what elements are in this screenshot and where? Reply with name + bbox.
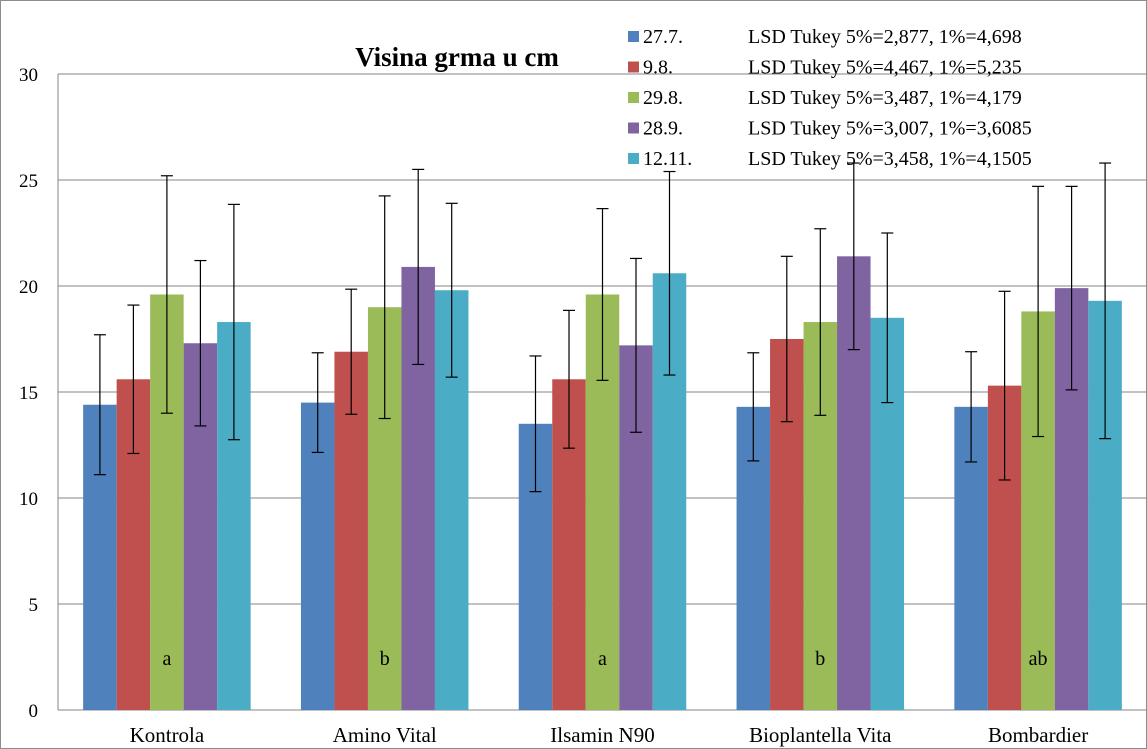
legend-label: 28.9. (643, 118, 683, 140)
x-tick-label: Bombardier (988, 723, 1088, 747)
legend: 27.7. LSD Tukey 5%=2,877, 1%=4,698 9.8. LSD… (628, 26, 1032, 170)
legend-swatch (628, 122, 639, 134)
group-annotation: ab (1029, 648, 1048, 670)
y-tick-label: 10 (19, 489, 38, 510)
y-tick-label: 0 (29, 701, 39, 722)
x-tick-label: Bioplantella Vita (749, 723, 892, 747)
group-annotation: a (162, 648, 171, 670)
x-tick-label: Amino Vital (333, 723, 437, 747)
legend-swatch (628, 92, 639, 103)
legend-lsd-text: LSD Tukey 5%=3,007, 1%=3,6085 (748, 118, 1032, 140)
group-annotations: a b a b ab (162, 648, 1047, 670)
error-bars (93, 162, 1112, 493)
legend-swatch (628, 153, 639, 164)
legend-lsd-text: LSD Tukey 5%=4,467, 1%=5,235 (748, 57, 1022, 79)
y-tick-label: 30 (19, 65, 38, 86)
y-tick-label: 5 (29, 595, 39, 616)
legend-label: 9.8. (643, 57, 673, 79)
group-annotation: b (815, 648, 825, 670)
x-tick-label: Kontrola (130, 723, 205, 747)
legend-label: 29.8. (643, 87, 683, 109)
x-tick-label: Ilsamin N90 (550, 723, 654, 747)
legend-label: 27.7. (643, 26, 683, 48)
group-annotation: a (598, 648, 607, 670)
y-tick-label: 25 (19, 171, 38, 192)
legend-label: 12.11. (643, 148, 692, 170)
bar (300, 402, 335, 710)
legend-lsd-text: LSD Tukey 5%=2,877, 1%=4,698 (748, 26, 1022, 48)
legend-swatch (628, 61, 639, 73)
y-tick-label: 15 (19, 383, 38, 404)
legend-lsd-text: LSD Tukey 5%=3,487, 1%=4,179 (748, 87, 1022, 109)
bars (83, 256, 1122, 710)
legend-swatch (628, 31, 639, 42)
legend-lsd-text: LSD Tukey 5%=3,458, 1%=4,1505 (748, 148, 1032, 170)
group-annotation: b (380, 648, 390, 670)
chart-title: Visina grma u cm (355, 42, 559, 72)
x-axis-categories: Kontrola Amino Vital Ilsamin N90 Bioplantel… (130, 723, 1089, 747)
y-axis-ticks: 0 5 10 15 20 25 30 (19, 65, 38, 722)
y-tick-label: 20 (19, 277, 38, 298)
